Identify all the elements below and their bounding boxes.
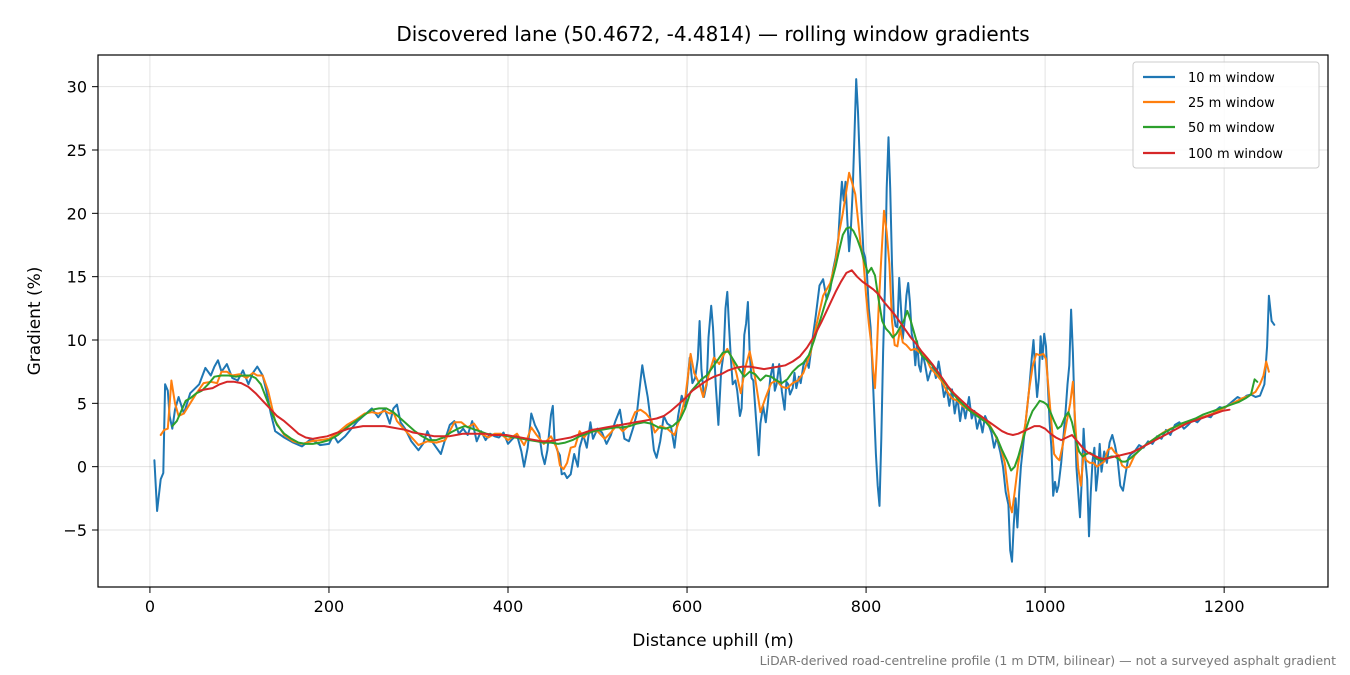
y-tick-label: 15	[67, 268, 87, 287]
x-tick-label: 0	[145, 597, 155, 616]
y-tick-label: 25	[67, 141, 87, 160]
x-tick-label: 1200	[1204, 597, 1245, 616]
legend-box	[1132, 61, 1320, 169]
x-tick-label: 800	[851, 597, 882, 616]
y-axis-label: Gradient (%)	[25, 267, 45, 376]
series-line-50m	[171, 226, 1259, 472]
y-axis: −5 0 5 10 15 20 25 30	[63, 78, 98, 540]
legend-entry-25m: 25 m window	[1143, 96, 1275, 111]
y-tick-label: 10	[67, 331, 87, 350]
y-tick-label: 0	[77, 458, 87, 477]
plot-frame	[97, 54, 1329, 588]
legend-entry-10m: 10 m window	[1143, 71, 1275, 86]
x-tick-label: 400	[493, 597, 524, 616]
grid-lines	[98, 55, 1328, 587]
x-tick-label: 200	[314, 597, 345, 616]
legend-label-100m: 100 m window	[1188, 147, 1283, 162]
legend-entry-100m: 100 m window	[1143, 147, 1283, 162]
x-axis-label: Distance uphill (m)	[632, 631, 793, 651]
x-tick-label: 1000	[1025, 597, 1066, 616]
x-axis: 0 200 400 600 800 1000 1200	[145, 587, 1245, 616]
series-line-10m	[153, 78, 1276, 563]
legend-entry-50m: 50 m window	[1143, 121, 1275, 136]
y-tick-label: −5	[63, 521, 87, 540]
y-tick-label: 30	[67, 78, 87, 97]
series-line-100m	[198, 269, 1231, 461]
series-lines	[153, 78, 1276, 563]
x-tick-label: 600	[672, 597, 703, 616]
footnote-caption: LiDAR-derived road-centreline profile (1…	[760, 653, 1336, 668]
chart-title: Discovered lane (50.4672, -4.4814) — rol…	[396, 22, 1029, 46]
legend-label-50m: 50 m window	[1188, 121, 1275, 136]
y-tick-label: 5	[77, 394, 87, 413]
y-tick-label: 20	[67, 204, 87, 223]
legend-label-25m: 25 m window	[1188, 96, 1275, 111]
legend-label-10m: 10 m window	[1188, 71, 1275, 86]
legend: 10 m window 25 m window 50 m window 100 …	[1132, 61, 1320, 169]
